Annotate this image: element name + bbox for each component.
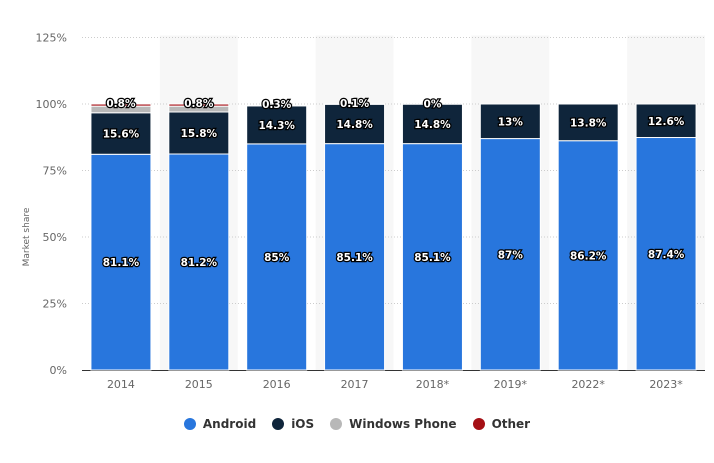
bar-android [479,138,541,371]
data-label: 0.8% [106,98,136,110]
x-tick-label: 2015 [185,378,213,391]
bar-android [635,137,697,371]
data-label: 0.3% [262,99,292,111]
y-tick-label: 125% [36,32,67,45]
ios-swatch-icon [272,418,285,430]
data-label: 0.1% [340,98,370,110]
y-tick-label: 25% [43,298,67,311]
legend-label: iOS [291,417,315,431]
bar-ios [635,103,697,139]
data-label: 87% [498,249,524,261]
y-tick-label: 75% [43,165,67,178]
data-label: 86.2% [570,250,607,262]
data-label: 14.8% [414,119,451,131]
legend-label: Other [491,417,531,431]
legend-label: Android [202,417,257,431]
legend-item-ios[interactable]: iOS [272,417,314,431]
bar-android [90,153,152,371]
legend: Android iOS Windows Phone Other [0,417,714,431]
android-swatch-icon [183,418,196,430]
windows-phone-swatch-icon [330,418,343,430]
bar-android [324,143,386,371]
data-label: 13% [498,116,524,128]
bar-android [246,143,308,371]
data-label: 12.6% [648,116,685,128]
data-label: 87.4% [648,249,685,261]
x-tick-label: 2022* [571,378,605,391]
bar-windows-phone [246,104,308,107]
x-tick-label: 2014 [107,378,135,391]
bar-ios [168,111,230,155]
x-tick-label: 2018* [416,378,450,391]
data-label: 81.2% [181,257,218,269]
data-label: 85.1% [414,252,451,264]
x-tick-label: 2016 [263,378,291,391]
data-label: 13.8% [570,117,607,129]
x-tick-label: 2019* [494,378,528,391]
y-tick-label: 0% [50,364,67,377]
data-label: 0.8% [184,98,214,110]
other-swatch-icon [472,418,485,430]
bar-android [401,143,463,371]
data-label: 14.3% [258,120,295,132]
bar-other [168,103,230,107]
data-label: 0% [424,98,442,110]
bar-ios [557,103,619,142]
bar-ios [324,103,386,145]
bar-other [90,103,152,107]
data-label: 85% [264,252,290,264]
x-tick-label: 2023* [649,378,683,391]
data-label: 15.6% [103,129,140,141]
bar-ios [479,103,541,140]
legend-item-other[interactable]: Other [472,417,531,431]
y-axis-title: Market share [22,207,32,266]
y-tick-label: 100% [36,98,67,111]
data-label: 15.8% [181,128,218,140]
legend-item-android[interactable]: Android [183,417,257,431]
y-tick-label: 50% [43,231,67,244]
data-label: 85.1% [336,252,373,264]
legend-item-windows-phone[interactable]: Windows Phone [330,417,457,431]
x-tick-label: 2017 [341,378,369,391]
bar-ios [401,103,463,145]
legend-label: Windows Phone [349,417,457,431]
data-label: 81.1% [103,257,140,269]
bar-android [557,140,619,371]
data-label: 14.8% [336,119,373,131]
